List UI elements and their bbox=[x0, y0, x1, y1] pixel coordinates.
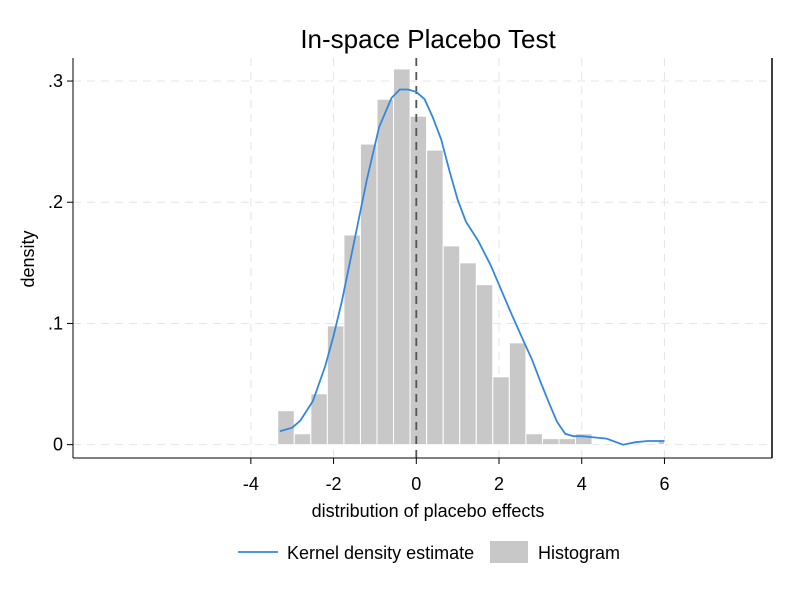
legend-histogram-swatch bbox=[490, 541, 528, 563]
x-tick-label: 6 bbox=[659, 474, 669, 494]
histogram-bar bbox=[343, 234, 361, 446]
histogram-bar bbox=[459, 262, 477, 446]
histogram-bar bbox=[359, 143, 378, 446]
histogram-bar bbox=[409, 115, 428, 446]
y-tick-label: 0 bbox=[53, 435, 63, 455]
x-axis-label: distribution of placebo effects bbox=[312, 501, 545, 521]
y-axis-ticks: 0 .1 .2 .3 bbox=[48, 71, 73, 455]
histogram-bar bbox=[277, 410, 295, 446]
x-tick-label: -4 bbox=[243, 474, 259, 494]
y-tick-label: .2 bbox=[48, 192, 63, 212]
histogram-bar bbox=[657, 439, 665, 446]
chart-title: In-space Placebo Test bbox=[300, 24, 556, 54]
histogram-bar bbox=[376, 98, 395, 446]
histogram-bar bbox=[492, 376, 510, 446]
histogram-bar bbox=[426, 149, 444, 446]
x-tick-label: 2 bbox=[494, 474, 504, 494]
legend: Kernel density estimate Histogram bbox=[238, 541, 620, 563]
histogram-bar bbox=[558, 438, 577, 446]
y-tick-label: .1 bbox=[48, 313, 63, 333]
legend-histogram-label: Histogram bbox=[538, 543, 620, 563]
y-axis-label: density bbox=[18, 230, 38, 287]
histogram-bar bbox=[575, 433, 593, 446]
y-tick-label: .3 bbox=[48, 71, 63, 91]
histogram-bar bbox=[393, 68, 411, 446]
histogram-bar bbox=[475, 284, 494, 446]
grid bbox=[73, 58, 772, 458]
x-axis-ticks: -4 -2 0 2 4 6 bbox=[243, 458, 669, 494]
legend-kde-label: Kernel density estimate bbox=[287, 543, 474, 563]
x-tick-label: 4 bbox=[577, 474, 587, 494]
histogram-bar bbox=[508, 342, 527, 446]
histogram-bar bbox=[442, 245, 461, 446]
histogram-bar bbox=[326, 325, 345, 446]
x-tick-label: 0 bbox=[411, 474, 421, 494]
histogram-bar bbox=[293, 433, 312, 446]
histogram-bar bbox=[541, 438, 560, 446]
x-tick-label: -2 bbox=[326, 474, 342, 494]
histogram-bars bbox=[277, 68, 665, 446]
axes bbox=[72, 58, 773, 459]
kernel-density-line bbox=[279, 88, 665, 446]
histogram-bar bbox=[525, 433, 543, 446]
